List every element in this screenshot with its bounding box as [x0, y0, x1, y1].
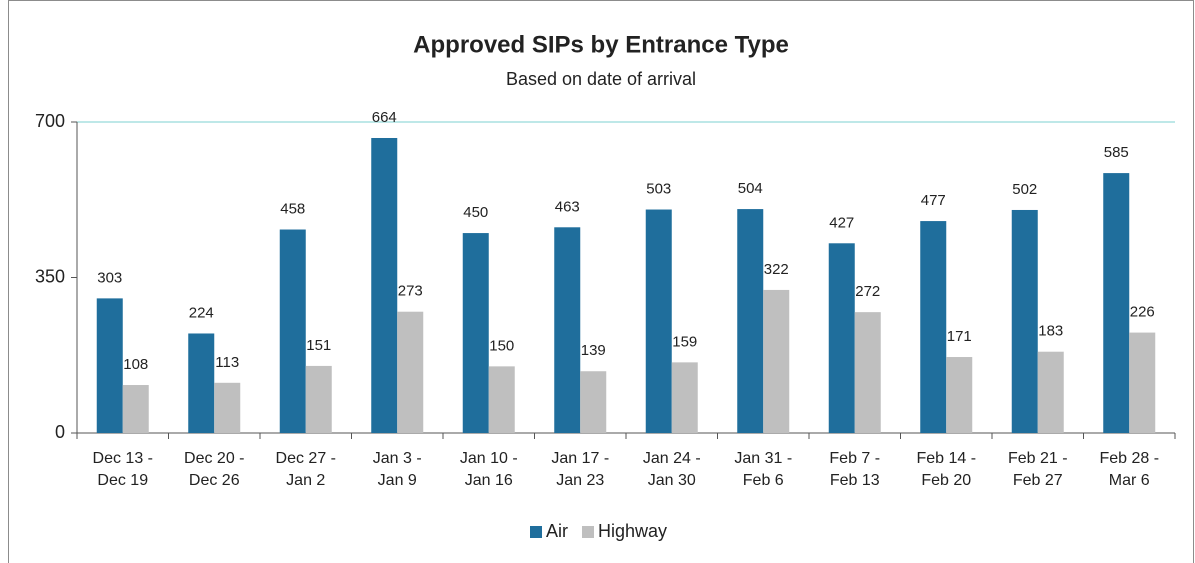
- bar: [371, 137, 398, 433]
- x-tick-label: Feb 21 - Feb 27: [1007, 450, 1068, 489]
- legend-swatch: [582, 526, 594, 538]
- bar: [854, 312, 881, 433]
- bar: [828, 243, 855, 433]
- bar: [188, 333, 215, 433]
- data-label: 226: [1130, 304, 1155, 321]
- bar: [488, 366, 515, 433]
- data-label: 183: [1038, 323, 1063, 340]
- x-tick-label: Feb 28 - Mar 6: [1099, 450, 1160, 489]
- chart-title: Approved SIPs by Entrance Type: [413, 31, 789, 58]
- x-tick-label: Jan 17 - Jan 23: [551, 450, 610, 489]
- data-label: 159: [672, 333, 697, 350]
- data-label: 585: [1104, 144, 1129, 161]
- x-tick-label: Jan 10 - Jan 16: [459, 450, 518, 489]
- data-label: 458: [280, 200, 305, 217]
- data-label: 171: [947, 328, 972, 345]
- bar: [279, 229, 306, 433]
- data-label: 463: [555, 198, 580, 215]
- data-label: 108: [123, 356, 148, 373]
- bar: [214, 382, 241, 433]
- data-label: 151: [306, 337, 331, 354]
- data-label: 503: [646, 180, 671, 197]
- x-tick-label: Dec 13 - Dec 19: [92, 450, 153, 489]
- chart-frame: [8, 0, 1194, 563]
- data-label: 450: [463, 204, 488, 221]
- bar: [122, 385, 149, 433]
- y-tick-label: 0: [55, 422, 65, 442]
- legend-label: Highway: [598, 521, 667, 541]
- x-tick-label: Feb 7 - Feb 13: [829, 450, 881, 489]
- x-tick-label: Jan 3 - Jan 9: [372, 450, 422, 489]
- bar: [305, 365, 332, 433]
- bar: [671, 362, 698, 433]
- bar: [1103, 173, 1130, 434]
- data-label: 664: [372, 109, 397, 126]
- data-label: 504: [738, 180, 763, 197]
- chart-subtitle: Based on date of arrival: [506, 69, 696, 89]
- x-tick-label: Dec 20 - Dec 26: [184, 450, 245, 489]
- bar: [397, 311, 424, 433]
- bar: [554, 227, 581, 433]
- x-tick-label: Jan 31 - Feb 6: [734, 450, 793, 489]
- data-label: 224: [189, 304, 214, 321]
- bar: [763, 289, 790, 433]
- bar: [1011, 209, 1038, 433]
- x-tick-label: Feb 14 - Feb 20: [916, 450, 977, 489]
- data-label: 272: [855, 283, 880, 300]
- bar: [645, 209, 672, 433]
- bar: [1129, 332, 1156, 433]
- data-label: 273: [398, 283, 423, 300]
- bar: [462, 233, 489, 433]
- data-label: 303: [97, 269, 122, 286]
- data-label: 150: [489, 337, 514, 354]
- bar: [96, 298, 123, 433]
- legend-swatch: [530, 526, 542, 538]
- legend-label: Air: [546, 521, 568, 541]
- x-tick-label: Jan 24 - Jan 30: [642, 450, 701, 489]
- data-label: 427: [829, 214, 854, 231]
- y-tick-label: 700: [35, 111, 65, 131]
- bar: [946, 357, 973, 433]
- data-label: 502: [1012, 181, 1037, 198]
- data-label: 139: [581, 342, 606, 359]
- data-label: 322: [764, 261, 789, 278]
- bar: [1037, 351, 1064, 433]
- bar: [737, 209, 764, 433]
- y-tick-label: 350: [35, 266, 65, 286]
- bar: [580, 371, 607, 433]
- data-label: 477: [921, 192, 946, 209]
- data-label: 113: [215, 354, 239, 371]
- bar: [920, 221, 947, 433]
- x-tick-label: Dec 27 - Jan 2: [275, 450, 336, 489]
